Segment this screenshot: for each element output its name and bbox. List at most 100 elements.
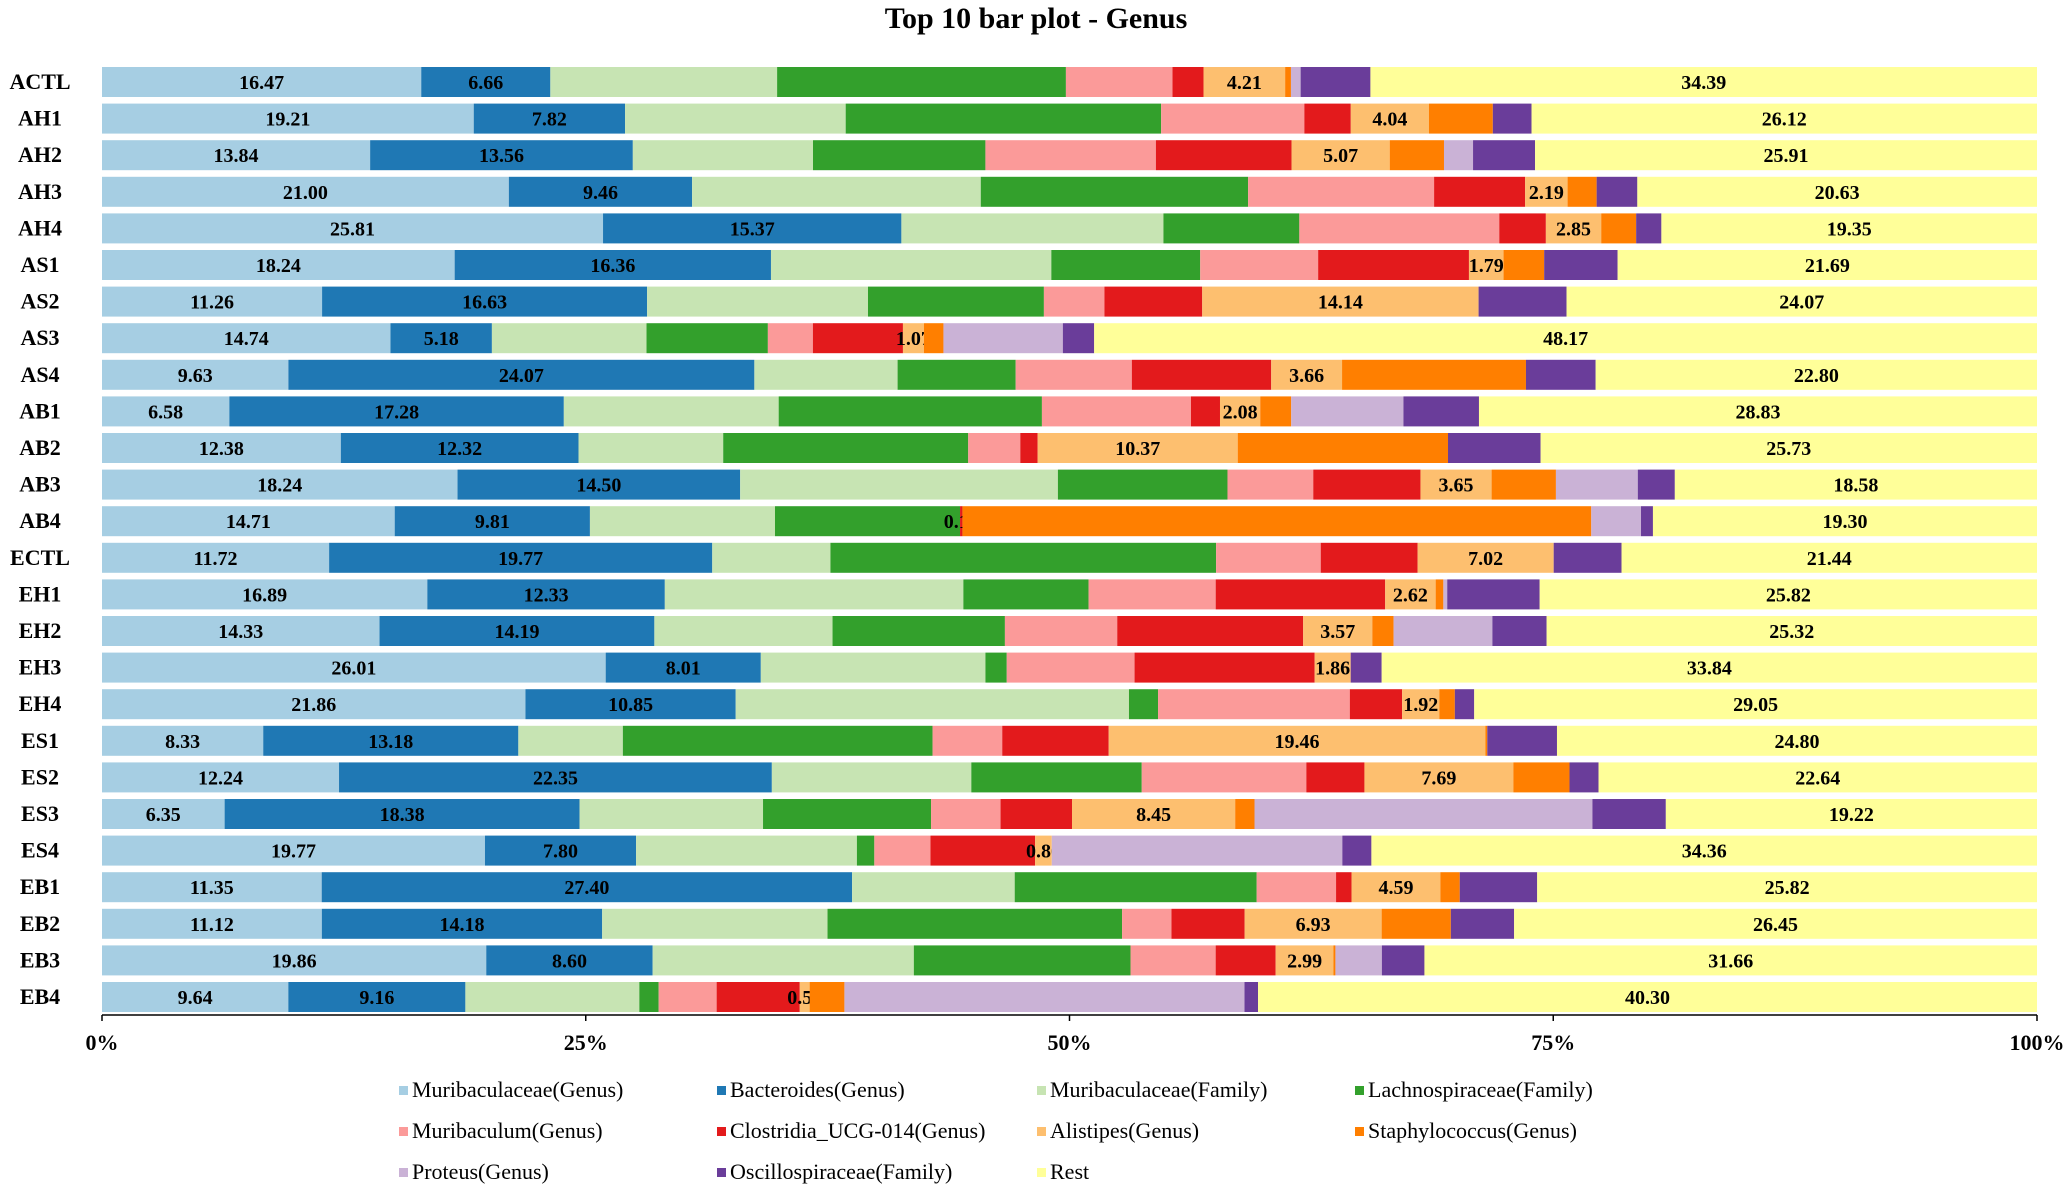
bar-segment: [1141, 762, 1307, 793]
bar-segment: [646, 323, 768, 354]
data-label: 8.33: [165, 731, 200, 753]
category-label: AH1: [18, 106, 62, 131]
category-label: ECTL: [10, 545, 70, 570]
data-label: 9.46: [583, 182, 618, 204]
data-label: 18.24: [257, 475, 302, 497]
category-labels: ACTL AH1 AH2 AH3 AH4 AS1 AS2 AS3 AS4 AB1 AB2 AB3 AB4…: [9, 69, 70, 1009]
bar-segment: [1540, 433, 2037, 463]
bar-segment: [1468, 250, 1504, 280]
bar-segment: [1237, 433, 1449, 463]
bar-segment: [1219, 396, 1261, 427]
data-label: 25.81: [330, 218, 375, 240]
bar-segment: [1598, 762, 2037, 793]
bar-segment: [962, 506, 1592, 537]
bar-segment: [102, 579, 428, 610]
bar-segment: [1336, 872, 1352, 903]
data-label: 21.86: [291, 694, 336, 716]
data-label: 6.93: [1296, 914, 1331, 936]
bar-segment: [1244, 908, 1382, 939]
data-label: 18.58: [1833, 475, 1878, 497]
bar-segment: [1130, 945, 1216, 976]
bar-segment: [1351, 872, 1441, 903]
bar-segment: [1569, 762, 1599, 793]
bar-segment: [1320, 542, 1418, 573]
bar-segment: [473, 103, 626, 134]
bar-segment: [1555, 469, 1638, 500]
bar-segment: [1485, 725, 1488, 756]
x-tick-label: 0%: [86, 1030, 119, 1055]
data-label: 5.07: [1323, 145, 1358, 167]
data-label: 16.63: [462, 292, 507, 314]
bar-segment: [985, 652, 1007, 683]
bar-segment: [1051, 835, 1343, 866]
bar-segment: [102, 872, 322, 903]
bar-segment: [1271, 359, 1343, 390]
bar-segment: [652, 945, 914, 976]
bar-segment: [454, 250, 771, 280]
data-label: 14.74: [224, 328, 269, 350]
bar-segment: [1545, 213, 1602, 244]
bar-segment: [632, 140, 813, 171]
bar-segment: [971, 762, 1142, 793]
bar-segment: [735, 689, 1129, 720]
bar-segment: [1546, 616, 2037, 646]
data-label: 1.07: [896, 328, 931, 350]
data-label: 10.85: [608, 694, 653, 716]
bar-segment: [1417, 542, 1554, 573]
data-label: 3.57: [1320, 621, 1355, 643]
data-label: 19.35: [1827, 218, 1872, 240]
bar-segment: [1342, 835, 1372, 866]
bar-segment: [1349, 689, 1403, 720]
bar-segment: [1304, 103, 1351, 134]
bar-segment: [827, 908, 1123, 939]
category-label: AB3: [19, 472, 61, 497]
bar-segment: [1636, 213, 1662, 244]
bar-segment: [647, 286, 868, 317]
data-label: 6.66: [468, 72, 503, 94]
data-label: 19.77: [271, 841, 316, 863]
bar-segment: [913, 945, 1131, 976]
bar-segment: [1381, 908, 1451, 939]
bar-segment: [1448, 433, 1541, 463]
bar-segment: [778, 396, 1042, 427]
bar-segment: [1350, 652, 1382, 683]
category-label: AH4: [18, 215, 62, 240]
bar-segment: [1065, 67, 1173, 97]
data-label: 8.45: [1136, 804, 1171, 826]
bar-segment: [763, 799, 932, 829]
bar-segment: [1216, 542, 1321, 573]
data-label: 5.18: [424, 328, 459, 350]
bar-segment: [760, 652, 986, 683]
bar-segment: [1674, 469, 2037, 500]
bar-segment: [1503, 250, 1545, 280]
bar-segment: [340, 433, 579, 463]
data-label: 14.33: [218, 621, 263, 643]
bar-segment: [931, 799, 1001, 829]
data-label: 10.37: [1115, 438, 1160, 460]
bar-segment: [1104, 286, 1203, 317]
data-label: 11.35: [190, 877, 234, 899]
bar-segment: [980, 176, 1249, 207]
legend-label: Proteus(Genus): [412, 1159, 549, 1184]
bar-segment: [563, 396, 779, 427]
data-label: 8.01: [666, 658, 701, 680]
bar-segment: [1424, 945, 2037, 976]
legend-label: Muribaculaceae(Genus): [412, 1077, 623, 1102]
data-label: 27.40: [564, 877, 609, 899]
category-label: AS3: [20, 325, 59, 350]
data-label: 7.82: [532, 109, 567, 131]
data-label: 31.66: [1708, 950, 1753, 972]
bar-segment: [845, 103, 1162, 134]
data-label: 25.82: [1765, 877, 1810, 899]
data-label: 34.39: [1681, 72, 1726, 94]
bar-segment: [1596, 176, 1638, 207]
legend-swatch: [717, 1127, 726, 1136]
bar-segment: [102, 982, 289, 1012]
bar-segment: [1440, 872, 1460, 903]
bar-segment: [658, 982, 717, 1012]
legend-label: Alistipes(Genus): [1050, 1118, 1199, 1143]
data-label: 2.19: [1529, 182, 1564, 204]
bar-segment: [1072, 799, 1236, 829]
x-axis: 0% 25% 50% 75% 100%: [86, 1014, 2065, 1055]
data-label: 11.26: [190, 292, 234, 314]
